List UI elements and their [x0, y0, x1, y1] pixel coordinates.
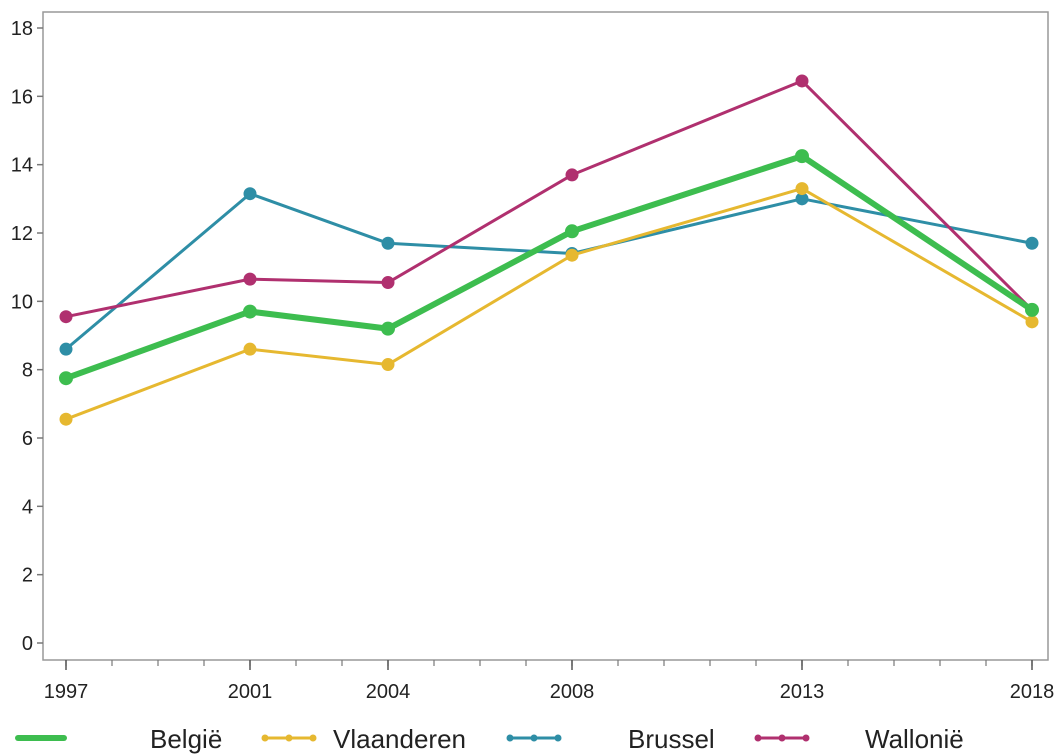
data-point	[1025, 236, 1039, 250]
y-tick-label: 2	[22, 565, 33, 587]
y-tick-label: 14	[11, 155, 33, 177]
legend-swatch-dot	[754, 734, 762, 742]
data-point	[59, 342, 73, 356]
legend-label: België	[150, 724, 222, 754]
plot-frame	[42, 11, 1049, 661]
legend-swatch-dot	[261, 734, 269, 742]
data-point	[59, 371, 73, 386]
series-belgië	[59, 149, 1039, 386]
axes: 0 2 4 6 8 10 12 14 16 18 1997 2001 2004 2008 2013 2018	[11, 18, 1055, 703]
y-tick-label: 10	[11, 291, 33, 313]
data-point	[243, 187, 257, 201]
x-tick-label: 1997	[44, 681, 89, 703]
y-tick-label: 12	[11, 223, 33, 245]
data-point	[1025, 302, 1039, 317]
y-tick-label: 16	[11, 86, 33, 108]
data-point	[565, 224, 579, 239]
legend-swatch-dot	[802, 734, 810, 742]
data-point	[795, 192, 809, 206]
data-point	[565, 248, 579, 262]
y-tick-label: 8	[22, 360, 33, 382]
series-layer	[59, 74, 1039, 426]
legend-swatch-dot	[778, 734, 786, 742]
x-tick-label: 2013	[780, 681, 825, 703]
series-line	[64, 187, 1034, 421]
y-tick-label: 18	[11, 18, 33, 40]
data-point	[243, 342, 257, 356]
legend: België Vlaanderen Brussel Wallonië	[15, 724, 964, 754]
data-point	[59, 412, 73, 426]
x-tick-label: 2018	[1010, 681, 1055, 703]
series-wallonië	[59, 74, 1039, 324]
series-vlaanderen	[59, 182, 1039, 426]
y-tick-label: 6	[22, 428, 33, 450]
data-point	[381, 276, 395, 290]
legend-swatch-dot	[530, 734, 538, 742]
legend-label: Wallonië	[865, 724, 964, 754]
data-point	[59, 310, 73, 324]
legend-swatch-dot	[554, 734, 562, 742]
x-tick-label: 2001	[228, 681, 273, 703]
data-point	[795, 74, 809, 88]
legend-item-brussel: Brussel	[506, 724, 715, 754]
legend-item-wallonië: Wallonië	[754, 724, 964, 754]
data-point	[565, 168, 579, 182]
data-point	[381, 358, 395, 372]
legend-swatch-dot	[506, 734, 514, 742]
y-tick-label: 4	[22, 496, 33, 518]
y-tick-label: 0	[22, 633, 33, 655]
legend-item-belgië: België	[15, 724, 222, 754]
data-point	[381, 236, 395, 250]
series-line	[63, 153, 1035, 382]
data-point	[243, 272, 257, 286]
legend-label: Brussel	[628, 724, 715, 754]
data-point	[795, 149, 809, 164]
x-tick-label: 2008	[550, 681, 595, 703]
series-line	[64, 79, 1034, 319]
series-line	[64, 192, 1034, 351]
legend-label: Vlaanderen	[333, 724, 466, 754]
data-point	[381, 321, 395, 336]
data-point	[795, 182, 809, 196]
data-point	[1025, 315, 1039, 329]
x-tick-label: 2004	[366, 681, 411, 703]
data-point	[243, 304, 257, 319]
legend-item-vlaanderen: Vlaanderen	[261, 724, 466, 754]
legend-swatch-dot	[309, 734, 317, 742]
legend-swatch-dot	[285, 734, 293, 742]
